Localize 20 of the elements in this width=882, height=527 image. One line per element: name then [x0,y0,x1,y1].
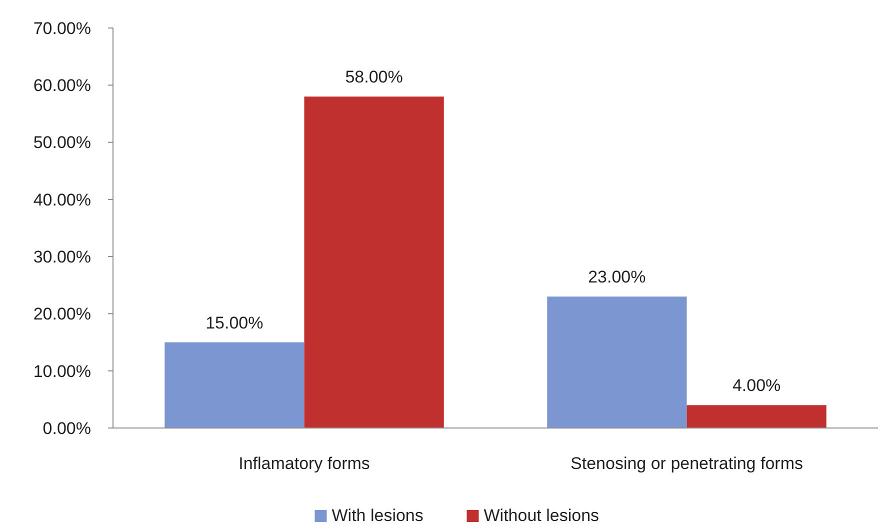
bar [547,296,687,428]
legend-label: With lesions [332,506,424,525]
bar [304,96,444,428]
y-tick-label: 20.00% [33,304,91,324]
x-tick-label: Stenosing or penetrating forms [570,454,803,473]
x-tick-label: Inflamatory forms [238,454,370,473]
data-label: 23.00% [588,268,646,287]
y-tick-label: 50.00% [33,133,91,152]
y-tick-label: 60.00% [33,76,91,96]
y-tick-label: 70.00% [33,18,91,38]
bar [164,342,304,428]
data-label: 4.00% [732,376,781,396]
y-tick-label: 40.00% [33,190,91,210]
y-tick-label: 0.00% [42,418,91,438]
data-label: 15.00% [206,313,264,332]
bar [686,405,826,428]
legend-label: Without lesions [484,506,600,525]
data-label: 58.00% [345,68,403,87]
y-tick-label: 30.00% [33,248,91,267]
y-tick-label: 10.00% [33,362,91,381]
